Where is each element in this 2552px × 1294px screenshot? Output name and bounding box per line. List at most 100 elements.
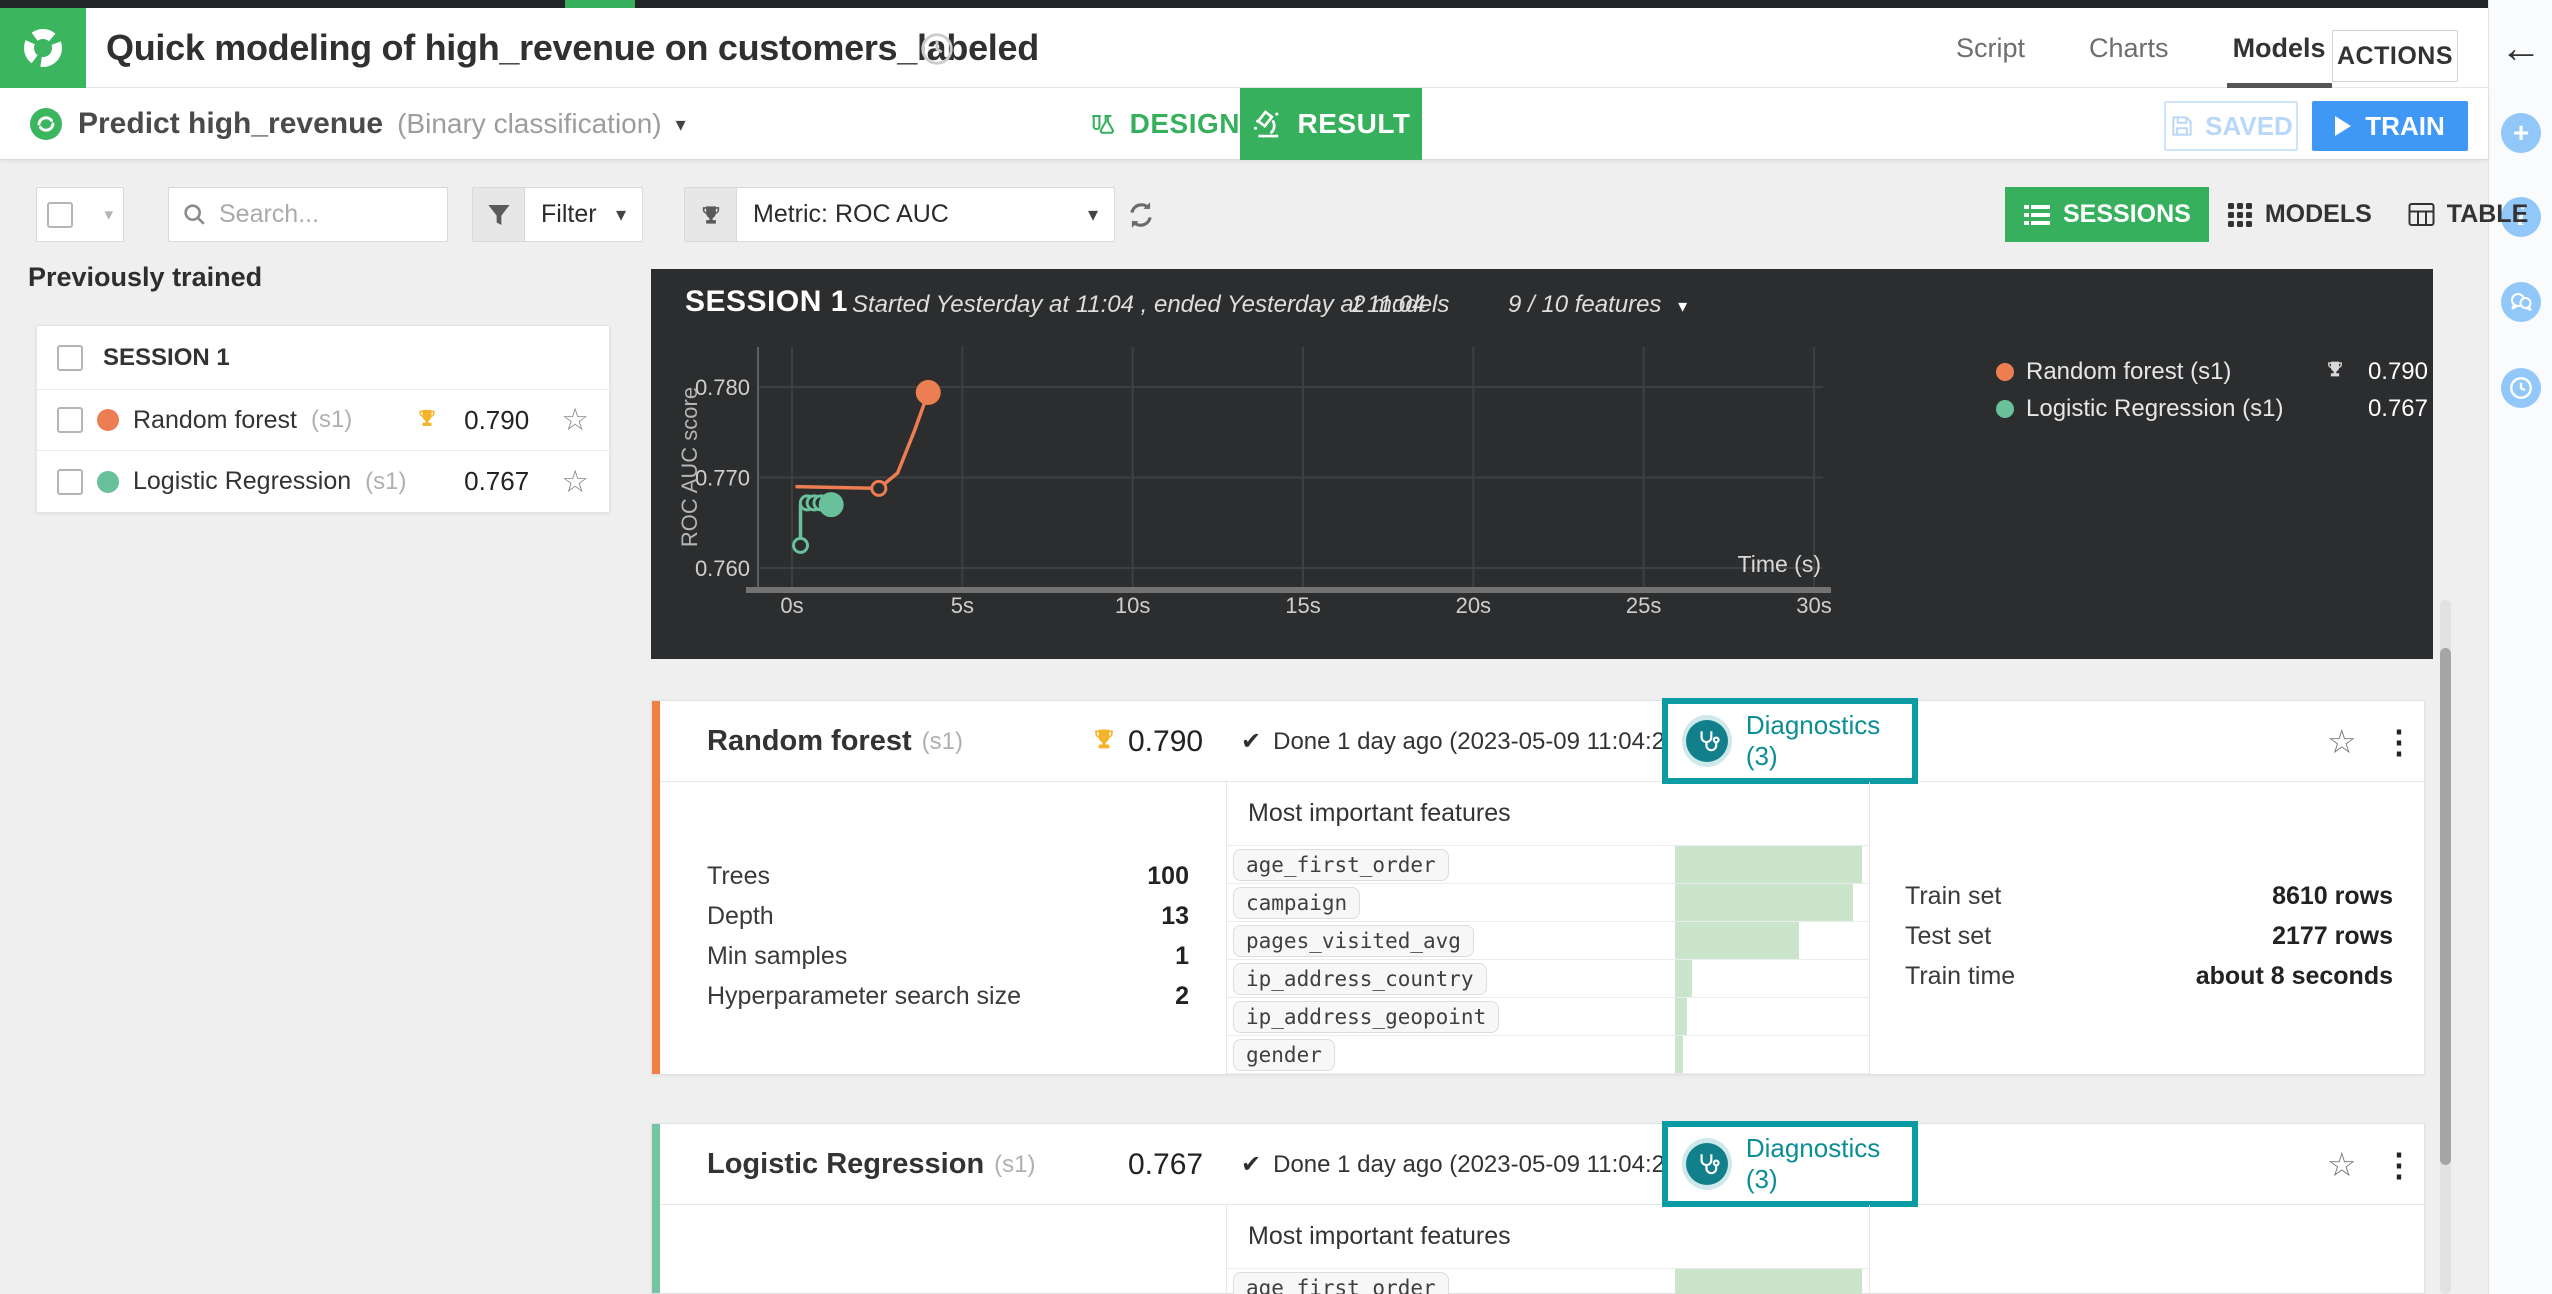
logo-ring-icon (17, 22, 69, 74)
svg-text:Time (s): Time (s) (1738, 551, 1821, 577)
timeline-button[interactable] (2501, 368, 2541, 408)
card-header[interactable]: Logistic Regression (s1) 0.767 ✔ Done 1 … (660, 1124, 2424, 1205)
model-name: Logistic Regression (133, 467, 351, 496)
diagnostics-icon-ring (1682, 1138, 1732, 1190)
feature-row: campaign (1227, 884, 1869, 922)
view-table[interactable]: TABLE (2390, 187, 2546, 242)
metric-trophy-icon (685, 188, 737, 241)
tab-result[interactable]: RESULT (1240, 88, 1422, 160)
tab-models[interactable]: Models (2233, 8, 2326, 88)
trophy-icon (2324, 359, 2346, 384)
search-icon (181, 201, 209, 229)
discussions-button[interactable] (2501, 282, 2541, 322)
kebab-menu-icon[interactable]: ⋮ (2383, 1124, 2415, 1205)
select-all-caret-icon[interactable]: ▾ (104, 205, 113, 225)
search-input[interactable] (219, 200, 429, 229)
model-score: 0.767 (453, 466, 529, 497)
feature-pill: gender (1233, 1039, 1335, 1071)
scrollbar-thumb[interactable] (2440, 648, 2451, 1165)
add-button[interactable]: + (2501, 113, 2541, 153)
app-root: Quick modeling of high_revenue on custom… (0, 0, 2552, 1294)
stat-label: Train time (1905, 962, 2015, 991)
model-checkbox[interactable] (57, 469, 83, 495)
session-chart-panel: SESSION 1 Started Yesterday at 11:04 , e… (651, 269, 2433, 659)
svg-text:25s: 25s (1626, 593, 1661, 618)
legend-item-logistic-regression[interactable]: Logistic Regression (s1) 0.767 (1996, 390, 2428, 427)
task-selector[interactable]: Predict high_revenue (Binary classificat… (28, 88, 686, 160)
session-checkbox[interactable] (57, 345, 83, 371)
diagnostics-button[interactable]: Diagnostics (3) (1662, 698, 1918, 784)
stat-row: Train time about 8 seconds (1905, 956, 2393, 996)
divider (1869, 1205, 1870, 1293)
select-all-control[interactable]: ▾ (36, 187, 124, 242)
view-sessions[interactable]: SESSIONS (2005, 187, 2209, 242)
divider (1869, 782, 1870, 1074)
diagnostics-button[interactable]: Diagnostics (3) (1662, 1121, 1918, 1207)
feature-pill: age_first_order (1233, 1272, 1449, 1294)
clock-icon (2508, 375, 2534, 401)
feature-importance-bar (1675, 846, 1862, 883)
tab-design[interactable]: DESIGN (1088, 88, 1240, 160)
feature-pill: ip_address_geopoint (1233, 1001, 1499, 1033)
app-logo[interactable] (0, 8, 86, 88)
view-models[interactable]: MODELS (2209, 187, 2390, 242)
card-model-suffix: (s1) (994, 1151, 1035, 1179)
param-value: 100 (1147, 862, 1189, 891)
model-suffix: (s1) (311, 406, 352, 434)
model-checkbox[interactable] (57, 407, 83, 433)
metric-dropdown[interactable]: Metric: ROC AUC ▾ (684, 187, 1115, 242)
card-header[interactable]: Random forest (s1) 0.790 (660, 701, 2424, 782)
legend-score: 0.767 (2358, 395, 2428, 423)
refresh-icon[interactable] (1124, 198, 1158, 237)
feature-importance-bar (1675, 922, 1799, 959)
legend-item-random-forest[interactable]: Random forest (s1) 0.790 (1996, 353, 2428, 390)
stat-value: about 8 seconds (2196, 962, 2393, 991)
param-row: Hyperparameter search size 2 (707, 976, 1189, 1016)
card-model-name: Logistic Regression (707, 1148, 984, 1181)
metric-label: Metric: ROC AUC (753, 200, 949, 229)
svg-text:0.770: 0.770 (695, 466, 750, 491)
model-score: 0.790 (453, 405, 529, 436)
svg-text:0.780: 0.780 (695, 375, 750, 400)
collapse-panel-arrow-icon[interactable]: ← (2489, 24, 2552, 72)
model-suffix: (s1) (365, 468, 406, 496)
card-params: Trees100 Depth13 Min samples1 Hyperparam… (707, 856, 1189, 1016)
star-icon[interactable]: ☆ (561, 464, 589, 500)
list-item-logistic-regression[interactable]: Logistic Regression (s1) 0.767 ☆ (37, 451, 609, 512)
param-row: Depth13 (707, 896, 1189, 936)
star-icon[interactable]: ☆ (2327, 701, 2357, 782)
top-progress-indicator (565, 0, 635, 8)
filter-label: Filter (541, 200, 597, 229)
tab-script[interactable]: Script (1956, 8, 2025, 88)
param-value: 2 (1175, 982, 1189, 1011)
star-icon[interactable]: ☆ (561, 402, 589, 438)
session-label: SESSION 1 (103, 344, 230, 372)
filter-dropdown[interactable]: Filter ▾ (472, 187, 643, 242)
view-table-label: TABLE (2447, 200, 2528, 229)
header-nav: Script Charts Models (1956, 8, 2326, 88)
actions-button[interactable]: ACTIONS (2332, 30, 2458, 82)
star-icon[interactable]: ☆ (2327, 1124, 2357, 1205)
feature-pill: campaign (1233, 887, 1360, 919)
list-icon (2023, 203, 2051, 227)
train-button[interactable]: TRAIN (2312, 101, 2468, 151)
card-score: 0.767 (1128, 1148, 1203, 1182)
feature-importance-bar (1675, 884, 1853, 921)
svg-text:10s: 10s (1115, 593, 1150, 618)
svg-text:20s: 20s (1456, 593, 1491, 618)
list-item-random-forest[interactable]: Random forest (s1) 0.790 ☆ (37, 390, 609, 451)
session-header-row[interactable]: SESSION 1 (37, 326, 609, 390)
important-features-title: Most important features (1227, 1205, 1869, 1269)
history-clock-icon[interactable] (918, 30, 956, 73)
select-all-checkbox[interactable] (47, 202, 73, 228)
tab-charts[interactable]: Charts (2089, 8, 2169, 88)
param-label: Hyperparameter search size (707, 982, 1021, 1011)
chevron-down-icon: ▾ (676, 112, 686, 137)
card-status: ✔ Done 1 day ago (2023-05-09 11:04:22) (1241, 1124, 1686, 1205)
saved-button[interactable]: SAVED (2164, 101, 2298, 151)
play-icon (2335, 116, 2351, 136)
legend-dot (1996, 363, 2014, 381)
search-box[interactable] (168, 187, 448, 242)
kebab-menu-icon[interactable]: ⋮ (2383, 701, 2415, 782)
table-icon (2408, 202, 2435, 227)
